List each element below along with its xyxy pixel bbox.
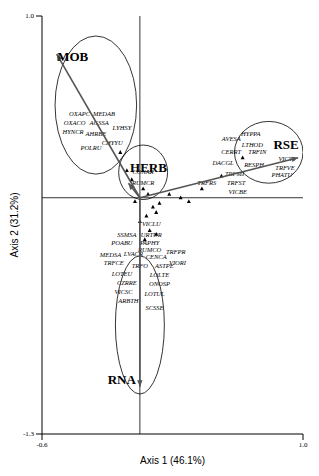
svg-text:AVESA: AVESA	[221, 135, 241, 142]
svg-text:PHATU: PHATU	[270, 171, 293, 178]
svg-text:RNA: RNA	[108, 372, 137, 387]
svg-text:RUMCR: RUMCR	[131, 179, 154, 186]
svg-text:CZRRE: CZRRE	[117, 279, 137, 286]
svg-text:TRFIN: TRFIN	[248, 148, 267, 155]
svg-text:OXAPC: OXAPC	[69, 110, 91, 117]
svg-text:POLRU: POLRU	[79, 144, 102, 151]
svg-text:MOB: MOB	[57, 49, 88, 64]
svg-text:SCSSE: SCSSE	[146, 304, 164, 311]
svg-text:ONOSP: ONOSP	[149, 280, 170, 287]
svg-text:POABU: POABU	[110, 239, 134, 246]
svg-text:LOLTE: LOLTE	[149, 271, 169, 278]
svg-text:VICBE: VICBE	[229, 188, 247, 195]
svg-text:VIORI: VIORI	[168, 258, 186, 266]
svg-text:AHRBE: AHRBE	[85, 129, 107, 137]
svg-text:RUMCO: RUMCO	[138, 245, 162, 253]
svg-text:TRFRS: TRFRS	[197, 178, 217, 186]
svg-text:1.0: 1.0	[299, 441, 308, 449]
svg-text:OXACO: OXACO	[64, 119, 86, 126]
svg-text:MEDSA: MEDSA	[99, 251, 121, 258]
svg-text:DACGL: DACGL	[211, 159, 234, 166]
svg-text:Axis 2 (31.2%): Axis 2 (31.2%)	[9, 192, 20, 257]
svg-text:AGSSA: AGSSA	[89, 119, 109, 126]
svg-text:LOTEU: LOTEU	[111, 270, 134, 277]
svg-text:SSMSA: SSMSA	[117, 231, 136, 238]
svg-text:LTHOD: LTHOD	[241, 141, 263, 148]
svg-text:ASTPE: ASTPE	[154, 262, 174, 269]
svg-text:URTUR: URTUR	[141, 231, 162, 238]
svg-text:CERRT: CERRT	[221, 148, 241, 155]
svg-text:HYPPA: HYPPA	[240, 130, 260, 137]
svg-text:Axis 1 (46.1%): Axis 1 (46.1%)	[140, 455, 205, 466]
svg-text:TRFST: TRFST	[227, 179, 246, 186]
svg-text:-1.3: -1.3	[23, 430, 35, 438]
svg-text:LOTUL: LOTUL	[143, 290, 165, 297]
svg-text:HYNCR: HYNCR	[62, 128, 84, 135]
svg-text:1.0: 1.0	[25, 12, 34, 20]
svg-text:CENCA: CENCA	[146, 253, 167, 260]
svg-text:RSE: RSE	[273, 137, 298, 152]
svg-text:HERB: HERB	[130, 160, 167, 175]
svg-text:VICLU: VICLU	[142, 220, 162, 227]
svg-text:VICSC: VICSC	[115, 288, 134, 295]
svg-text:LVACR: LVACR	[123, 249, 143, 257]
svg-text:TRFCE: TRFCE	[104, 259, 124, 266]
svg-text:TRFVE: TRFVE	[275, 164, 295, 171]
svg-text:ARBTH: ARBTH	[117, 297, 139, 304]
svg-text:CHYYU: CHYYU	[102, 139, 124, 146]
svg-text:LYHSY: LYHSY	[112, 124, 133, 131]
svg-text:VICVI: VICVI	[278, 155, 295, 163]
svg-text:PAPHY: PAPHY	[139, 239, 161, 246]
svg-text:TRFMI: TRFMI	[224, 169, 245, 177]
svg-text:TRFO: TRFO	[131, 262, 148, 270]
svg-text:TRFPR: TRFPR	[166, 248, 186, 255]
svg-text:-0.6: -0.6	[36, 441, 48, 449]
svg-text:RESPH: RESPH	[244, 160, 264, 168]
svg-text:MEDAB: MEDAB	[92, 110, 115, 117]
